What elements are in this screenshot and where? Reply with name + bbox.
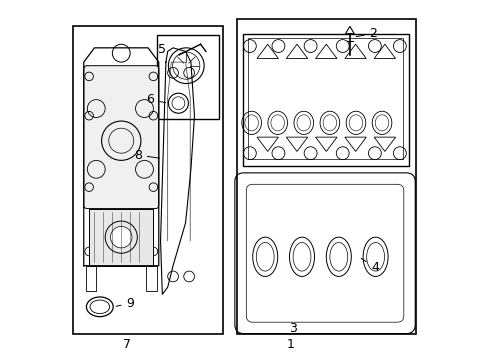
Text: 5: 5: [157, 43, 165, 56]
Bar: [73, 26, 223, 334]
Text: 7: 7: [122, 338, 130, 351]
Circle shape: [110, 226, 132, 248]
Bar: [85, 266, 96, 291]
Bar: [237, 19, 415, 334]
FancyBboxPatch shape: [83, 66, 159, 208]
Bar: [157, 35, 219, 119]
Text: 4: 4: [361, 258, 378, 274]
Bar: [89, 208, 153, 266]
Text: 9: 9: [116, 297, 134, 310]
Bar: [242, 33, 408, 166]
Bar: [247, 38, 403, 159]
Text: 6: 6: [146, 93, 165, 106]
Text: 8: 8: [134, 149, 159, 162]
Bar: [146, 266, 157, 291]
Text: 3: 3: [288, 322, 296, 335]
Text: 1: 1: [286, 338, 294, 351]
Text: 2: 2: [355, 27, 377, 40]
